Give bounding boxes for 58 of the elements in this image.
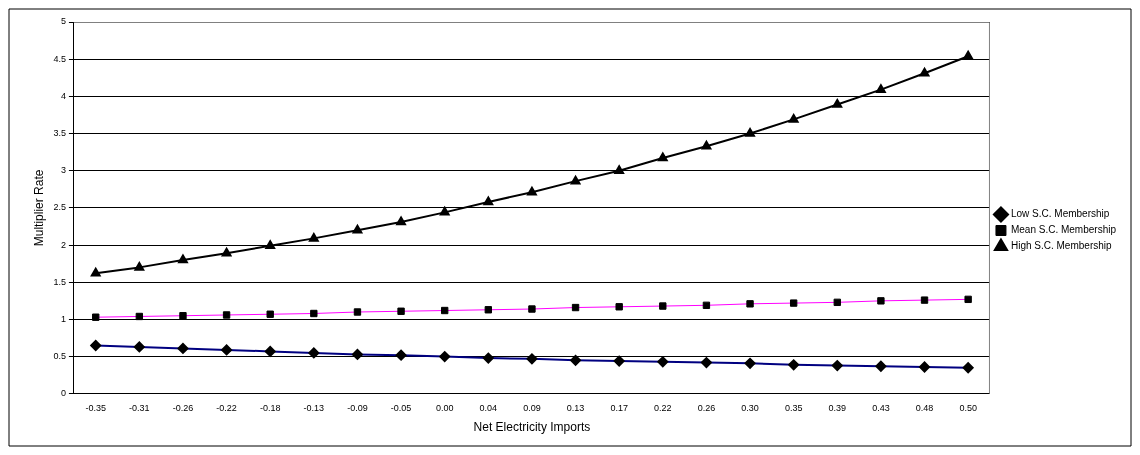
point [134, 261, 145, 271]
y-tick-label: 4 [60, 90, 66, 101]
x-tick-label: 0.13 [566, 402, 585, 413]
x-tick-label: 0.35 [784, 402, 803, 413]
point [308, 232, 319, 242]
x-tick-label: 0.39 [828, 402, 847, 413]
point [701, 140, 712, 150]
y-tick-label: 2 [60, 239, 66, 250]
x-tick-label: 0.43 [872, 402, 890, 413]
point [439, 206, 450, 216]
point [265, 240, 276, 250]
point [876, 84, 886, 93]
point [90, 267, 101, 277]
y-tick-label: 1.5 [53, 276, 66, 287]
x-tick-label: 0.22 [654, 402, 672, 413]
point [396, 216, 406, 226]
legend-label: High S.C. Membership [1010, 240, 1112, 252]
point [352, 224, 363, 234]
y-tick-label: 3 [60, 165, 66, 176]
x-tick-label: 0.48 [915, 402, 934, 413]
y-tick-label: 1 [60, 313, 66, 324]
point [614, 165, 625, 174]
point [788, 113, 799, 123]
x-tick-label: -0.09 [347, 402, 368, 413]
x-tick-label: 0.04 [479, 402, 498, 413]
y-tick-label: 4.5 [53, 53, 66, 64]
point [657, 152, 668, 162]
y-tick-label: 2.5 [53, 202, 66, 213]
y-axis-title: Multiplier Rate [31, 169, 46, 247]
x-tick-label: 0.50 [959, 402, 977, 413]
y-tick-label: 3.5 [53, 128, 66, 139]
point [919, 67, 930, 77]
point [745, 128, 755, 137]
point [178, 254, 188, 264]
x-tick-label: -0.26 [172, 402, 194, 413]
x-tick-label: -0.22 [216, 402, 237, 413]
legend-label: Low S.C. Membership [1010, 208, 1110, 220]
point [483, 196, 494, 206]
x-tick-label: -0.05 [390, 402, 412, 413]
point [832, 99, 843, 108]
x-tick-label: 0.00 [435, 402, 454, 413]
x-tick-label: -0.18 [259, 402, 281, 413]
y-tick-label: 0.5 [53, 351, 66, 362]
x-tick-label: 0.17 [610, 402, 628, 413]
point [570, 175, 581, 185]
x-tick-label: -0.31 [129, 402, 150, 413]
x-tick-label: -0.35 [85, 402, 106, 413]
x-tick-label: 0.30 [741, 402, 759, 413]
x-tick-label: 0.26 [697, 402, 716, 413]
point [221, 247, 232, 257]
x-axis-title: Net Electricity Imports [473, 420, 591, 435]
x-tick-label: -0.13 [303, 402, 325, 413]
point [963, 50, 974, 60]
legend-label: Mean S.C. Membership [1010, 224, 1117, 236]
y-tick-label: 0 [60, 388, 66, 399]
y-tick-label: 5 [60, 16, 66, 27]
x-tick-label: 0.09 [523, 402, 541, 413]
point [527, 186, 537, 196]
